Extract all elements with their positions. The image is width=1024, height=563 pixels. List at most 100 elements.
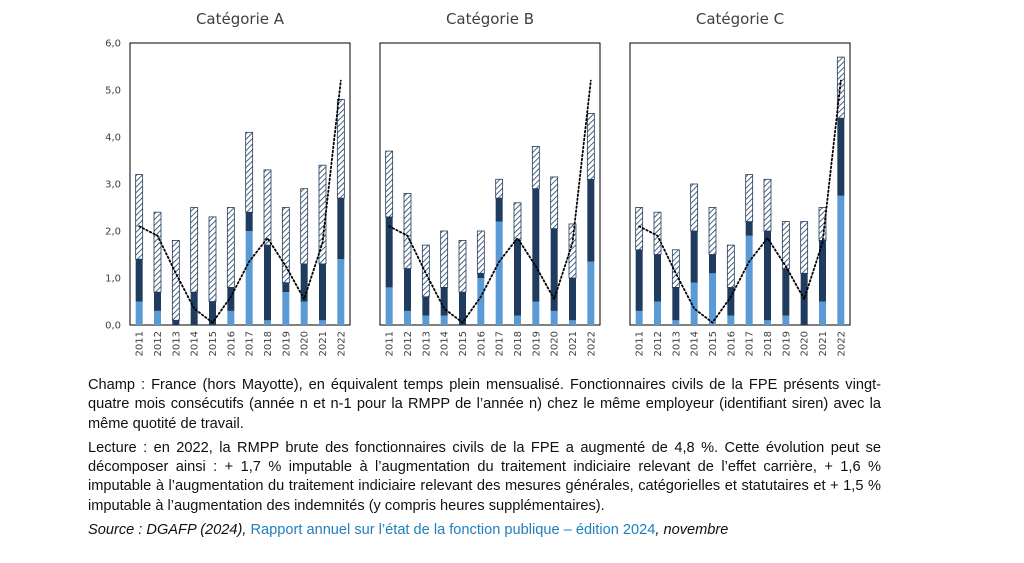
bar-segment-middle — [300, 263, 308, 302]
bar-segment-middle — [587, 179, 595, 262]
bar-segment-bottom — [135, 301, 143, 325]
bar-segment-top — [781, 221, 790, 270]
bar-segment-top — [635, 207, 644, 251]
bar-segment-top — [708, 207, 717, 255]
x-tick-label: 2014 — [190, 331, 201, 356]
trend-line — [388, 79, 592, 324]
bar-segment-bottom — [709, 273, 716, 325]
x-tick-label: 2013 — [671, 331, 682, 356]
bar-segment-middle — [654, 254, 661, 302]
bar-segment-bottom — [550, 310, 558, 325]
x-tick-label: 2015 — [208, 331, 219, 356]
champ-note: Champ : France (hors Mayotte), en équiva… — [88, 377, 881, 432]
x-tick-label: 2016 — [726, 331, 737, 356]
chart: 0,0 1,0 2,0 3,0 4,0 5,0 6,0 Catégorie A 2011 2012… — [105, 10, 851, 356]
bar-segment-middle — [459, 292, 466, 325]
x-tick-label: 2014 — [690, 331, 701, 356]
lecture-note: Lecture : en 2022, la RMPP brute des fon… — [88, 439, 881, 514]
bar-segment-bottom — [819, 301, 826, 325]
bar-segment-middle — [245, 212, 253, 231]
bar-segment-bottom — [477, 278, 485, 325]
x-tick-label: 2022 — [586, 331, 597, 356]
bar-segment-top — [403, 192, 412, 269]
source-suffix: , novembre — [655, 522, 729, 539]
bar-segment-middle — [264, 245, 271, 321]
panel-frame — [379, 42, 601, 326]
panel-2: Catégorie B 2011 2012 2013 2014 2015 2016 2017 2… — [379, 10, 601, 356]
x-tick-label: 2021 — [318, 331, 329, 356]
x-tick-label: 2012 — [403, 331, 414, 356]
x-tick-label: 2016 — [476, 331, 487, 356]
x-tick-label: 2018 — [763, 331, 774, 356]
bar-segment-top — [208, 216, 217, 302]
panel-frame — [629, 42, 851, 326]
bar-segment-top — [153, 211, 162, 293]
source-prefix: Source : DGAFP (2024), — [88, 522, 251, 539]
trend-line — [138, 79, 342, 324]
bar-segment-top — [550, 176, 559, 230]
bar-segment-top — [586, 113, 595, 180]
bar-segment-top — [800, 221, 809, 274]
bar-segment-middle — [672, 287, 680, 321]
x-tick-label: 2020 — [800, 331, 811, 356]
y-tick-label: 0,0 — [105, 321, 121, 332]
x-tick-label: 2013 — [171, 331, 182, 356]
bar-segment-middle — [782, 268, 790, 316]
trend-line — [638, 79, 842, 324]
y-tick-label: 2,0 — [105, 227, 121, 238]
bar-segment-bottom — [635, 310, 643, 325]
x-tick-label: 2022 — [836, 331, 847, 356]
bar-segment-middle — [745, 221, 753, 236]
bar-segment-bottom — [422, 315, 430, 325]
bar-segment-bottom — [764, 320, 771, 325]
bar-segment-top — [745, 174, 754, 223]
bar-segment-top — [300, 188, 309, 265]
bar-segment-middle — [532, 188, 540, 302]
bar-segment-top — [421, 244, 430, 298]
bar-segment-top — [531, 145, 540, 190]
bar-segment-middle — [135, 259, 143, 302]
bar-segment-bottom — [514, 315, 521, 325]
bar-segment-middle — [172, 320, 180, 325]
x-tick-label: 2020 — [300, 331, 311, 356]
bar-segment-bottom — [245, 231, 253, 325]
source-link[interactable]: Rapport annuel sur l’état de la fonction… — [250, 522, 656, 539]
panel-3: Catégorie C 2011 2012 2013 2014 2015 2016 2017 2… — [629, 10, 851, 356]
panel-1: Catégorie A 2011 2012 2013 2014 2015 2016 2017 2… — [129, 10, 351, 356]
bar-segment-bottom — [782, 315, 790, 325]
bar-segment-middle — [440, 287, 448, 316]
bar-segment-bottom — [264, 320, 271, 325]
bar-segment-top — [135, 174, 144, 260]
x-tick-label: 2022 — [336, 331, 347, 356]
bar-segment-top — [440, 230, 449, 288]
bar-segment-middle — [635, 249, 643, 311]
bar-segment-bottom — [654, 301, 661, 325]
panel-title: Catégorie B — [446, 10, 534, 28]
bar-segment-middle — [385, 216, 393, 288]
bar-segment-middle — [764, 231, 771, 321]
bar-segment-middle — [209, 301, 216, 325]
bar-segment-top — [763, 178, 772, 232]
y-tick-label: 3,0 — [105, 180, 121, 191]
x-tick-label: 2018 — [263, 331, 274, 356]
y-tick-label: 1,0 — [105, 274, 121, 285]
x-tick-label: 2011 — [135, 331, 146, 356]
x-tick-label: 2017 — [245, 331, 256, 356]
x-tick-label: 2011 — [635, 331, 646, 356]
bar-segment-middle — [337, 198, 345, 260]
bar-segment-middle — [422, 296, 430, 316]
bar-segment-middle — [404, 268, 411, 311]
bar-segment-middle — [282, 282, 290, 293]
y-tick-label: 4,0 — [105, 133, 121, 144]
bar-segment-top — [458, 239, 467, 293]
x-tick-label: 2020 — [550, 331, 561, 356]
x-tick-label: 2021 — [818, 331, 829, 356]
bar-segment-top — [245, 131, 254, 213]
panel-title: Catégorie A — [196, 10, 285, 28]
bar-segment-top — [476, 230, 485, 274]
x-tick-label: 2019 — [281, 331, 292, 356]
x-tick-label: 2013 — [421, 331, 432, 356]
bar-segment-bottom — [532, 301, 540, 325]
bar-segment-top — [190, 207, 199, 293]
y-tick-label: 5,0 — [105, 86, 121, 97]
